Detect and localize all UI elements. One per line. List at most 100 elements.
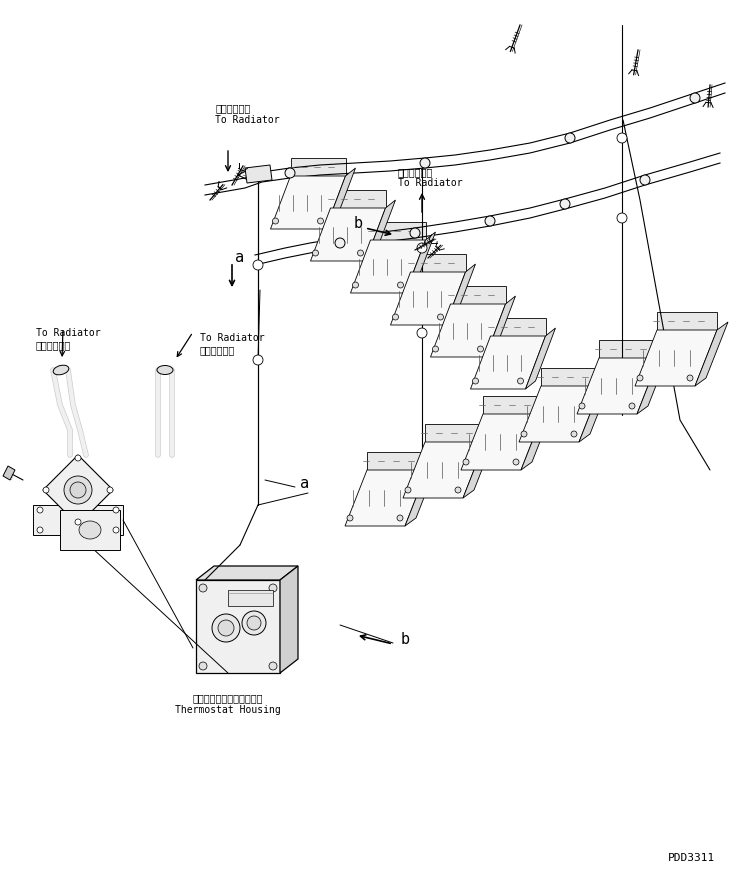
Polygon shape <box>3 466 15 480</box>
Circle shape <box>285 168 295 178</box>
Circle shape <box>640 175 650 185</box>
Circle shape <box>313 250 319 256</box>
Polygon shape <box>637 350 670 414</box>
Circle shape <box>405 487 411 493</box>
Polygon shape <box>310 208 386 261</box>
Polygon shape <box>196 566 298 580</box>
Polygon shape <box>526 328 556 389</box>
Polygon shape <box>290 158 346 176</box>
Circle shape <box>75 455 81 461</box>
Polygon shape <box>391 272 466 325</box>
Circle shape <box>392 314 398 320</box>
Polygon shape <box>405 462 438 526</box>
Polygon shape <box>470 336 545 389</box>
Polygon shape <box>521 406 554 470</box>
Polygon shape <box>483 396 543 414</box>
Circle shape <box>113 507 119 513</box>
Polygon shape <box>635 330 717 386</box>
Ellipse shape <box>53 365 69 375</box>
Polygon shape <box>271 176 346 229</box>
Circle shape <box>199 584 207 592</box>
Circle shape <box>352 282 358 288</box>
Circle shape <box>455 487 461 493</box>
Text: ラジェータへ: ラジェータへ <box>398 167 433 177</box>
Polygon shape <box>695 322 728 386</box>
Polygon shape <box>406 232 436 293</box>
Polygon shape <box>490 318 545 336</box>
Circle shape <box>687 375 693 381</box>
Circle shape <box>253 260 263 270</box>
Circle shape <box>485 216 495 226</box>
Circle shape <box>410 228 420 238</box>
Circle shape <box>565 133 575 143</box>
Polygon shape <box>410 254 466 272</box>
Polygon shape <box>43 455 113 525</box>
Circle shape <box>269 662 277 670</box>
Text: b: b <box>353 216 362 231</box>
Text: サーモスタットハウジング: サーモスタットハウジング <box>193 693 263 703</box>
Circle shape <box>433 346 439 352</box>
Circle shape <box>37 507 43 513</box>
Polygon shape <box>579 378 612 442</box>
Ellipse shape <box>157 365 173 374</box>
Circle shape <box>417 243 427 253</box>
Circle shape <box>437 314 443 320</box>
Text: a: a <box>301 475 310 490</box>
Circle shape <box>113 527 119 533</box>
Text: ラジェータへ: ラジェータへ <box>200 345 236 355</box>
Text: ラジェータへ: ラジェータへ <box>36 340 71 350</box>
Circle shape <box>398 282 404 288</box>
Circle shape <box>107 487 113 493</box>
Circle shape <box>269 584 277 592</box>
Circle shape <box>417 328 427 338</box>
Circle shape <box>560 199 570 209</box>
Polygon shape <box>367 452 427 470</box>
Text: b: b <box>400 633 410 648</box>
Circle shape <box>37 527 43 533</box>
Polygon shape <box>345 470 427 526</box>
Polygon shape <box>463 434 496 498</box>
Circle shape <box>43 487 49 493</box>
Text: To Radiator: To Radiator <box>36 328 100 338</box>
Polygon shape <box>33 505 123 535</box>
Circle shape <box>629 403 635 409</box>
Polygon shape <box>461 414 543 470</box>
Text: Thermostat Housing: Thermostat Housing <box>175 705 280 715</box>
Polygon shape <box>519 386 601 442</box>
Text: To Radiator: To Radiator <box>200 333 265 343</box>
Polygon shape <box>331 190 386 208</box>
Polygon shape <box>350 240 425 293</box>
Polygon shape <box>60 510 120 550</box>
Circle shape <box>478 346 484 352</box>
Circle shape <box>212 614 240 642</box>
Circle shape <box>218 620 234 636</box>
Text: ラジェータへ: ラジェータへ <box>215 103 250 113</box>
Circle shape <box>579 403 585 409</box>
Text: To Radiator: To Radiator <box>398 178 463 188</box>
Polygon shape <box>365 200 395 261</box>
Circle shape <box>420 158 430 168</box>
Circle shape <box>358 250 364 256</box>
Ellipse shape <box>64 476 92 504</box>
Ellipse shape <box>79 521 101 539</box>
Polygon shape <box>326 168 356 229</box>
Polygon shape <box>541 368 601 386</box>
Polygon shape <box>446 264 476 325</box>
Polygon shape <box>599 340 659 358</box>
Polygon shape <box>451 286 506 304</box>
Circle shape <box>75 519 81 525</box>
Circle shape <box>521 431 527 437</box>
Circle shape <box>247 616 261 630</box>
Circle shape <box>199 662 207 670</box>
Polygon shape <box>280 566 298 673</box>
Circle shape <box>397 515 403 521</box>
Text: a: a <box>236 251 244 266</box>
Circle shape <box>518 378 524 384</box>
Circle shape <box>472 378 478 384</box>
Circle shape <box>571 431 577 437</box>
Circle shape <box>513 459 519 465</box>
Circle shape <box>272 218 278 224</box>
Polygon shape <box>425 424 485 442</box>
Polygon shape <box>245 165 272 183</box>
Circle shape <box>242 611 266 635</box>
